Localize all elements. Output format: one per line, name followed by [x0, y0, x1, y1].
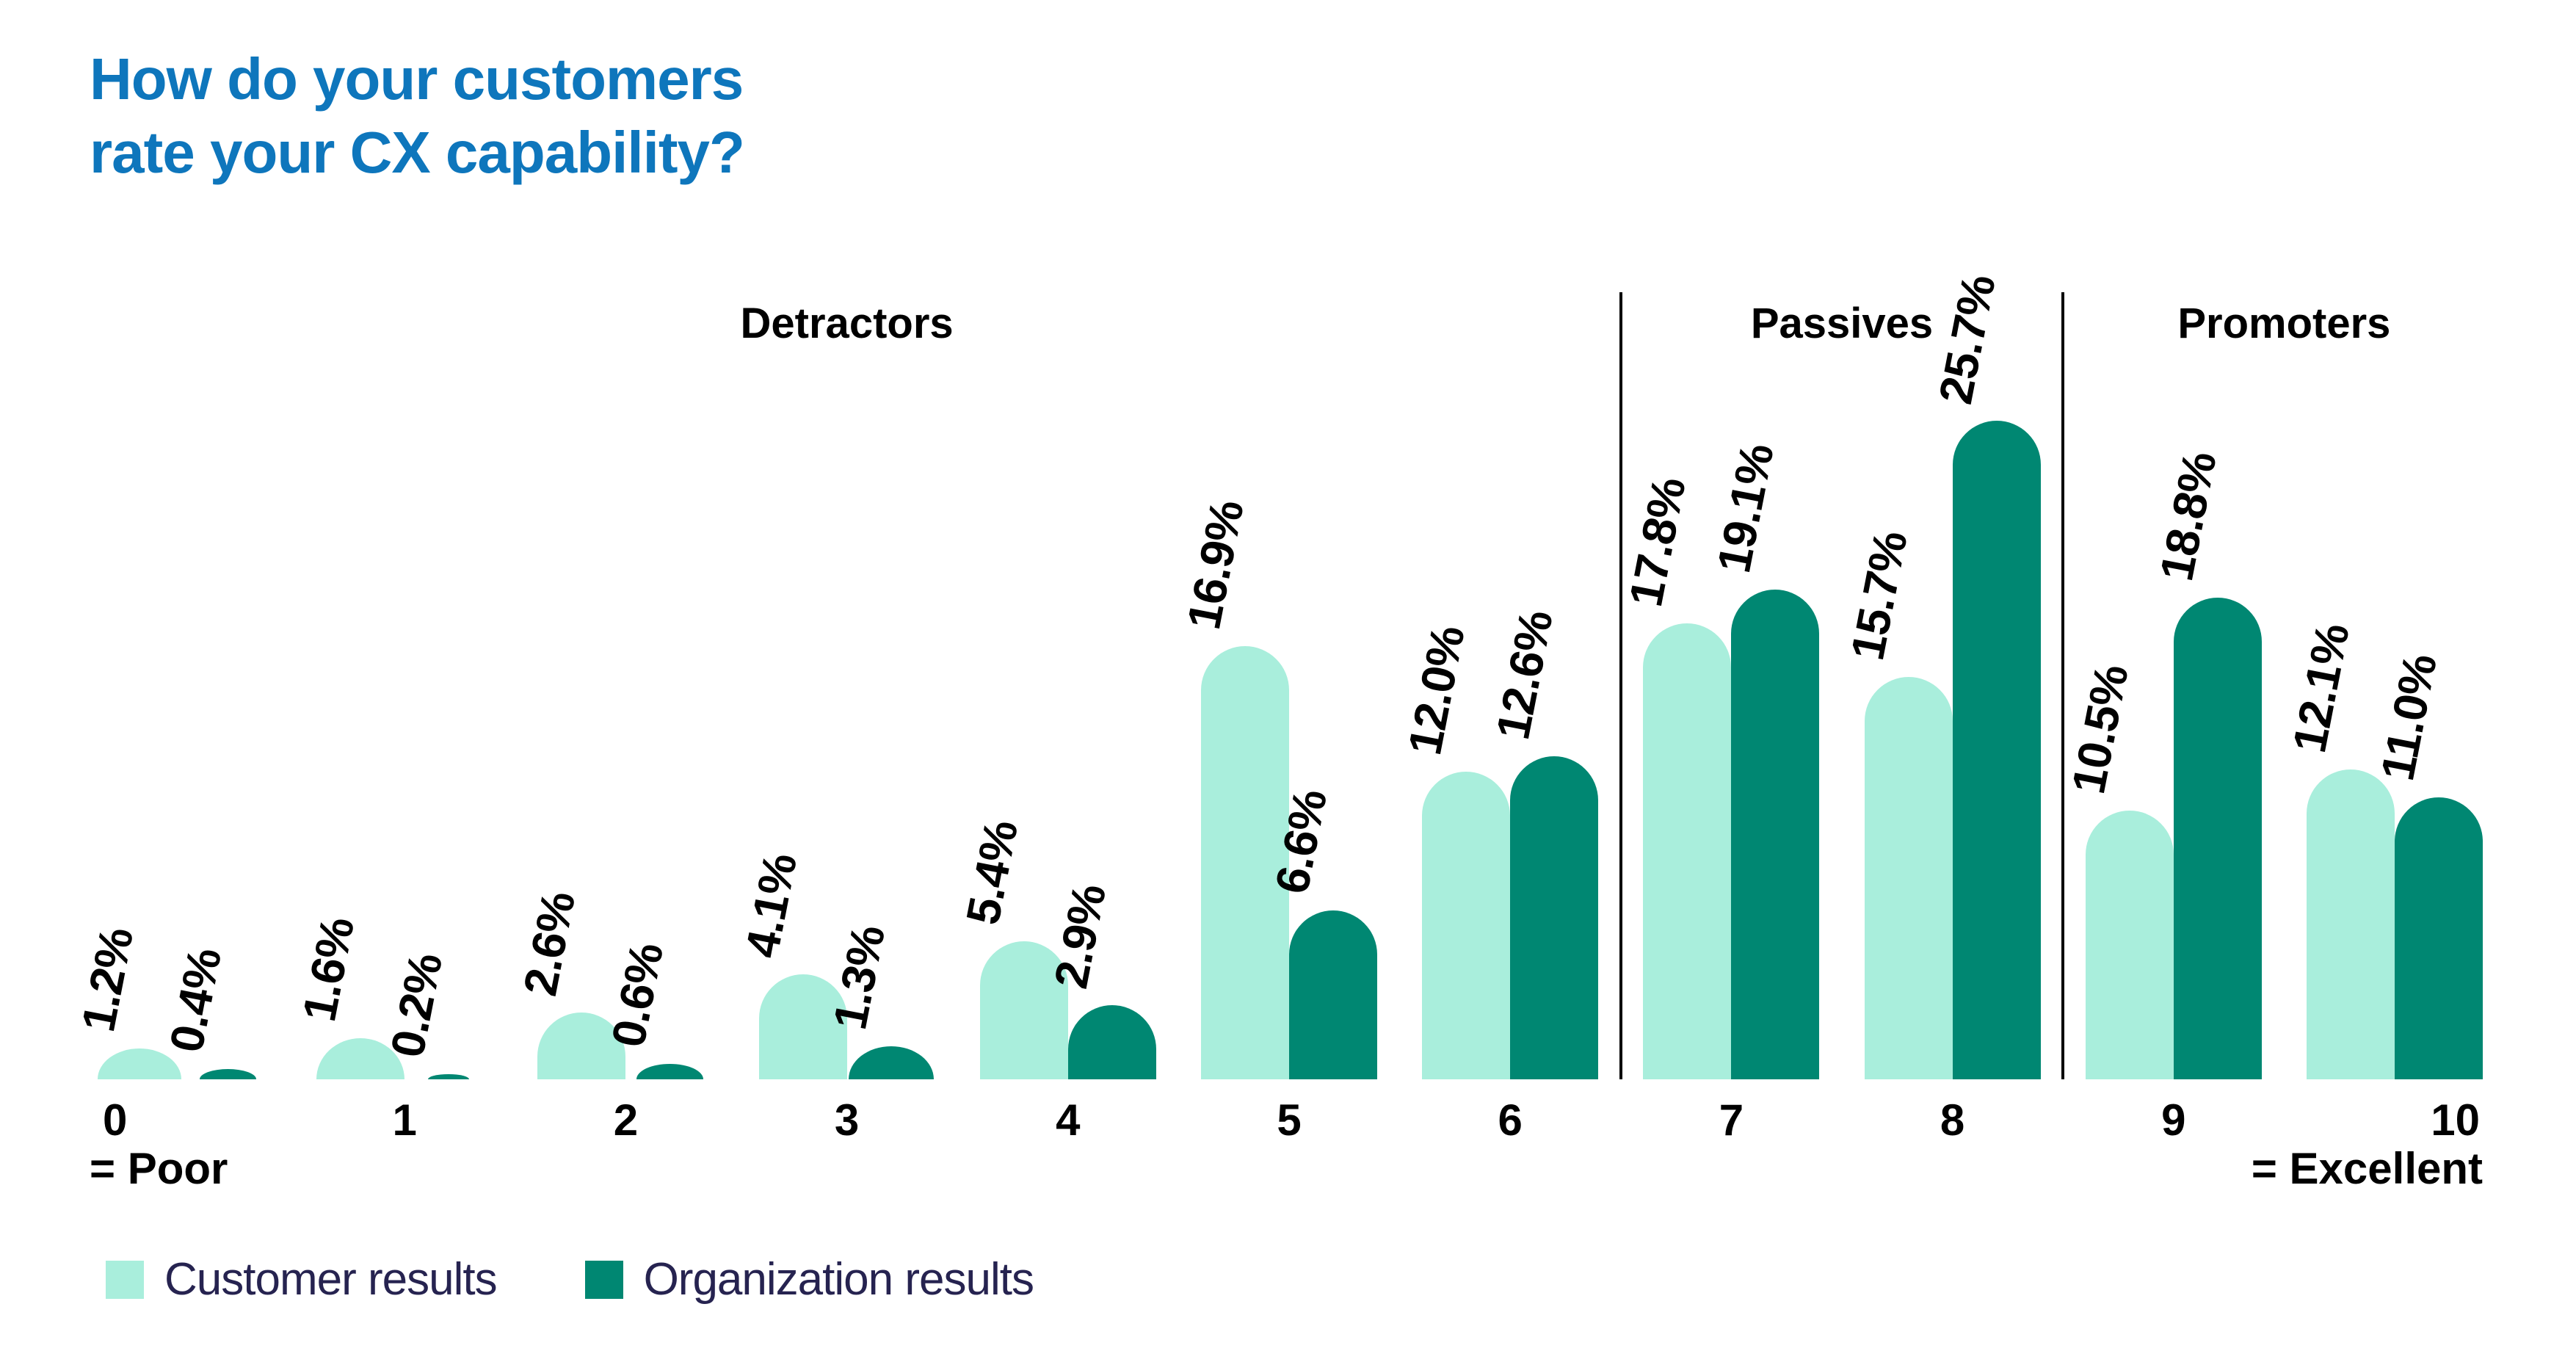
value-label-customer-4: 5.4%: [956, 816, 1028, 929]
x-tick-10: 10: [2431, 1095, 2480, 1145]
bar-group-10: 12.1% 11.0% 10: [2282, 419, 2483, 1142]
axis-note-excellent: = Excellent: [2251, 1144, 2483, 1193]
value-label-customer-5: 16.9%: [1177, 496, 1254, 634]
value-label-organization-9: 18.8%: [2149, 447, 2227, 585]
bar-organization-0: [199, 1069, 256, 1079]
value-label-organization-3: 1.3%: [822, 921, 895, 1034]
nps-bar-chart: Detractors Passives Promoters 1.2% 0.4% 0 1.6…: [71, 257, 2483, 1241]
bar-group-2: 2.6% 0.6% 2: [514, 419, 714, 1142]
legend-item-customer: Customer results: [106, 1254, 498, 1305]
bar-group-3: 4.1% 1.3% 3: [735, 419, 935, 1142]
x-tick-8: 8: [1940, 1095, 1965, 1145]
page-title-line2: rate your CX capability?: [90, 120, 745, 185]
value-label-customer-6: 12.0%: [1398, 621, 1475, 759]
x-tick-7: 7: [1719, 1095, 1744, 1145]
value-label-customer-0: 1.2%: [71, 923, 143, 1036]
legend-item-organization: Organization results: [584, 1254, 1034, 1305]
bar-customer-3: [758, 974, 847, 1079]
section-title-passives: Passives: [1750, 300, 1934, 347]
organization-swatch-icon: [584, 1261, 623, 1299]
plot-area: 1.2% 0.4% 0 1.6% 0.2% 1 2.6% 0.6% 2 4.1% 1.3% 3 5.4%…: [71, 271, 2483, 1142]
x-tick-2: 2: [613, 1095, 639, 1145]
section-divider-1: [1619, 292, 1622, 1079]
bar-customer-8: [1864, 677, 1953, 1079]
value-label-organization-2: 0.6%: [601, 938, 674, 1051]
section-divider-2: [2061, 292, 2065, 1079]
value-label-customer-10: 12.1%: [2282, 619, 2359, 757]
x-tick-9: 9: [2161, 1095, 2186, 1145]
bar-organization-8: [1952, 421, 2041, 1079]
bar-group-4: 5.4% 2.9% 4: [956, 419, 1156, 1142]
section-title-promoters: Promoters: [2177, 300, 2391, 347]
bar-customer-9: [2085, 811, 2174, 1079]
x-tick-3: 3: [834, 1095, 860, 1145]
x-tick-0: 0: [103, 1095, 128, 1145]
bar-group-7: 17.8% 19.1% 7: [1619, 419, 1820, 1142]
bar-organization-7: [1731, 590, 1820, 1079]
axis-note-poor: = Poor: [90, 1144, 228, 1193]
bar-organization-5: [1289, 910, 1377, 1079]
legend-label-customer: Customer results: [164, 1254, 498, 1305]
bar-organization-10: [2395, 797, 2483, 1079]
bar-group-8: 15.7% 25.7% 8: [1840, 271, 2041, 1142]
value-label-organization-6: 12.6%: [1486, 606, 1563, 744]
value-label-organization-1: 0.2%: [380, 949, 453, 1062]
value-label-customer-8: 15.7%: [1840, 526, 1918, 664]
legend: Customer results Organization results: [106, 1257, 1034, 1303]
legend-label-organization: Organization results: [643, 1254, 1034, 1305]
value-label-organization-0: 0.4%: [159, 943, 231, 1057]
page-title-line1: How do your customers: [90, 46, 744, 112]
x-tick-1: 1: [392, 1095, 417, 1145]
bar-organization-4: [1067, 1005, 1156, 1079]
bar-customer-5: [1201, 646, 1289, 1079]
value-label-customer-2: 2.6%: [513, 887, 586, 1000]
page-title: How do your customers rate your CX capab…: [90, 43, 745, 189]
bar-customer-6: [1422, 772, 1511, 1079]
x-tick-5: 5: [1277, 1095, 1302, 1145]
bar-customer-4: [979, 941, 1068, 1079]
customer-swatch-icon: [106, 1261, 144, 1299]
bar-customer-10: [2307, 769, 2395, 1079]
value-label-organization-7: 19.1%: [1707, 439, 1784, 577]
x-tick-4: 4: [1056, 1095, 1081, 1145]
bar-organization-6: [1510, 756, 1599, 1079]
bar-group-0: 1.2% 0.4% 0: [71, 419, 272, 1142]
bar-organization-3: [848, 1046, 934, 1079]
bar-customer-2: [537, 1013, 626, 1079]
value-label-customer-9: 10.5%: [2061, 660, 2138, 798]
x-tick-6: 6: [1498, 1095, 1523, 1145]
value-label-customer-3: 4.1%: [734, 849, 807, 962]
section-title-detractors: Detractors: [740, 300, 954, 347]
value-label-organization-4: 2.9%: [1044, 880, 1116, 993]
bar-organization-2: [636, 1064, 703, 1079]
bar-organization-1: [428, 1074, 470, 1079]
bar-customer-0: [98, 1048, 181, 1079]
value-label-organization-8: 25.7%: [1928, 270, 2006, 408]
value-label-customer-1: 1.6%: [292, 913, 365, 1026]
value-label-customer-7: 17.8%: [1619, 473, 1696, 611]
value-label-organization-10: 11.0%: [2370, 650, 2447, 785]
bar-customer-7: [1643, 623, 1732, 1079]
bar-group-9: 10.5% 18.8% 9: [2061, 419, 2262, 1142]
bar-group-6: 12.0% 12.6% 6: [1398, 419, 1599, 1142]
bar-group-1: 1.6% 0.2% 1: [292, 419, 493, 1142]
bar-organization-9: [2173, 598, 2262, 1079]
bar-group-5: 16.9% 6.6% 5: [1177, 419, 1377, 1142]
